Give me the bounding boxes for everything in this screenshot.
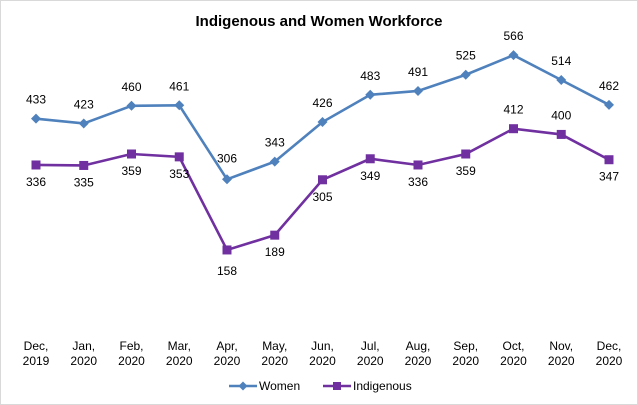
data-point-women bbox=[78, 118, 89, 129]
x-tick-label: Apr, 2020 bbox=[214, 339, 241, 368]
data-label-indigenous: 359 bbox=[456, 164, 476, 178]
x-tick-label: Dec, 2019 bbox=[23, 339, 50, 368]
data-label-women: 461 bbox=[169, 79, 189, 93]
legend-marker bbox=[238, 381, 248, 391]
data-label-women: 566 bbox=[503, 29, 523, 43]
data-label-women: 423 bbox=[74, 97, 94, 111]
x-axis-labels: Dec, 2019 Jan, 2020 Feb, 2020 Mar, 2020 Apr, 2020… bbox=[23, 339, 623, 368]
data-label-indigenous: 347 bbox=[599, 170, 619, 184]
data-point-women bbox=[222, 174, 232, 185]
legend-label: Indigenous bbox=[353, 379, 412, 393]
x-tick-label: Mar, 2020 bbox=[166, 339, 193, 368]
x-tick-label: May, 2020 bbox=[261, 339, 288, 368]
data-label-women: 343 bbox=[265, 136, 285, 150]
data-label-women: 514 bbox=[551, 54, 571, 68]
data-point-women bbox=[317, 117, 328, 128]
x-tick-label: Jul, 2020 bbox=[357, 339, 384, 368]
data-point-indigenous bbox=[365, 154, 375, 164]
x-tick-label: Dec, 2020 bbox=[596, 339, 623, 368]
data-point-indigenous bbox=[222, 245, 232, 255]
data-label-indigenous: 412 bbox=[503, 103, 523, 117]
data-point-indigenous bbox=[174, 152, 184, 162]
x-tick-label: Feb, 2020 bbox=[118, 339, 145, 368]
data-label-indigenous: 158 bbox=[217, 264, 237, 278]
data-label-indigenous: 336 bbox=[26, 175, 46, 189]
x-tick-label: Jun, 2020 bbox=[309, 339, 336, 368]
data-point-indigenous bbox=[127, 149, 136, 159]
data-label-indigenous: 400 bbox=[551, 108, 571, 122]
data-label-women: 306 bbox=[217, 151, 237, 165]
data-point-women bbox=[556, 75, 567, 86]
data-point-women bbox=[269, 156, 280, 167]
data-point-indigenous bbox=[413, 160, 423, 170]
data-label-women: 462 bbox=[599, 79, 619, 93]
data-point-indigenous bbox=[79, 160, 89, 170]
legend-marker bbox=[333, 382, 341, 390]
x-tick-label: Oct, 2020 bbox=[500, 339, 527, 368]
x-tick-label: Jan, 2020 bbox=[70, 339, 97, 368]
data-label-indigenous: 359 bbox=[121, 164, 141, 178]
data-label-indigenous: 305 bbox=[312, 190, 332, 204]
chart-title: Indigenous and Women Workforce bbox=[196, 13, 443, 30]
data-label-women: 491 bbox=[408, 65, 428, 79]
data-point-women bbox=[126, 100, 137, 111]
legend-item-women: Women bbox=[229, 379, 300, 393]
data-label-indigenous: 353 bbox=[169, 167, 189, 181]
x-tick-label: Sep, 2020 bbox=[452, 339, 479, 368]
data-point-indigenous bbox=[31, 160, 41, 170]
data-point-women bbox=[31, 113, 41, 124]
series-women: 433 423 460 461 306 343 426 483 491 525 566 514 462 bbox=[26, 29, 619, 185]
data-point-women bbox=[604, 99, 614, 110]
series-layer: 433 423 460 461 306 343 426 483 491 525 566 514 462 3… bbox=[26, 29, 619, 278]
data-point-indigenous bbox=[318, 175, 327, 185]
data-point-women bbox=[508, 50, 519, 61]
series-indigenous: 336 335 359 353 158 189 305 349 336 359 412 400 347 bbox=[26, 103, 619, 278]
data-label-indigenous: 349 bbox=[360, 169, 380, 183]
legend-item-indigenous: Indigenous bbox=[323, 379, 412, 393]
x-tick-label: Nov, 2020 bbox=[548, 339, 575, 368]
data-point-indigenous bbox=[604, 155, 614, 165]
data-label-women: 525 bbox=[456, 49, 476, 63]
data-point-women bbox=[460, 69, 471, 80]
data-point-women bbox=[174, 100, 185, 111]
data-label-women: 426 bbox=[312, 96, 332, 110]
data-point-indigenous bbox=[461, 149, 471, 159]
data-label-women: 460 bbox=[121, 80, 141, 94]
data-label-indigenous: 189 bbox=[265, 245, 285, 259]
data-point-indigenous bbox=[509, 124, 518, 134]
data-point-indigenous bbox=[270, 230, 280, 240]
x-tick-label: Aug, 2020 bbox=[405, 339, 432, 368]
legend: Women Indigenous bbox=[229, 379, 412, 393]
data-label-women: 483 bbox=[360, 69, 380, 83]
data-label-indigenous: 336 bbox=[408, 175, 428, 189]
data-point-women bbox=[365, 89, 376, 100]
data-point-women bbox=[413, 85, 423, 96]
data-label-indigenous: 335 bbox=[74, 175, 94, 189]
data-label-women: 433 bbox=[26, 93, 46, 107]
legend-label: Women bbox=[259, 379, 300, 393]
data-point-indigenous bbox=[556, 129, 566, 139]
